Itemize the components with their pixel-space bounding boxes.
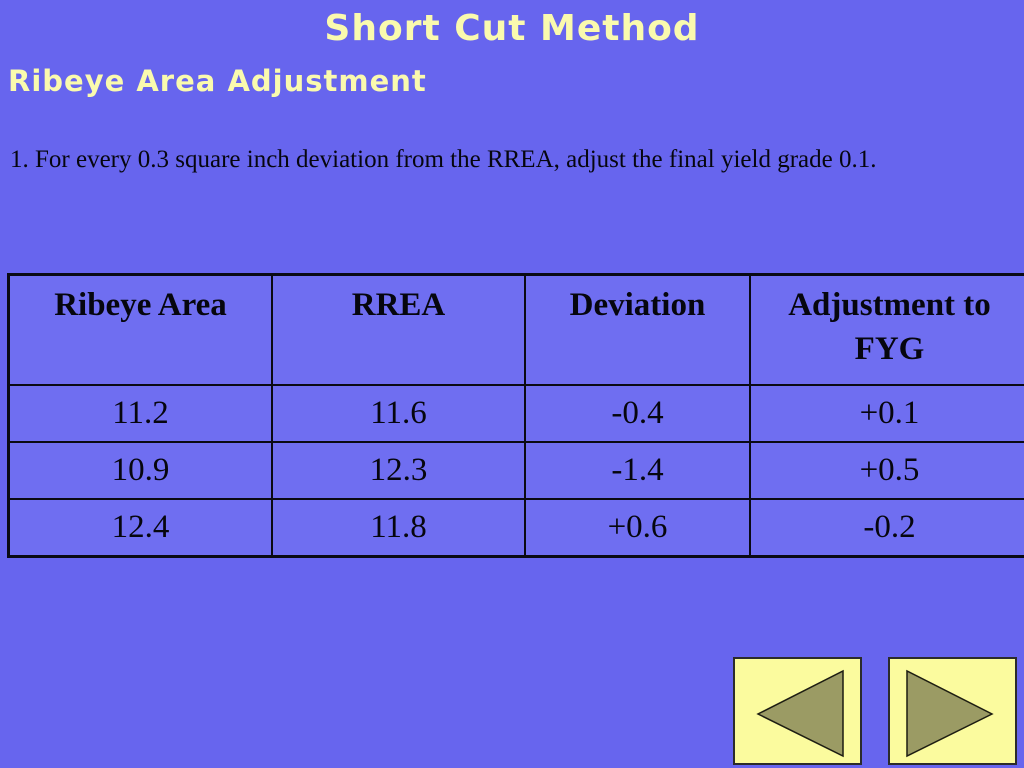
cell-adjustment: +0.1 — [749, 384, 1024, 443]
table-header-row: Ribeye Area RREA Deviation Adjustment to… — [7, 273, 1024, 386]
left-triangle-icon — [756, 669, 844, 758]
cell-rrea: 11.6 — [271, 384, 526, 443]
cell-adjustment: -0.2 — [749, 498, 1024, 558]
instruction-text: 1. For every 0.3 square inch deviation f… — [10, 146, 877, 173]
cell-deviation: -1.4 — [524, 441, 751, 500]
cell-deviation: -0.4 — [524, 384, 751, 443]
next-slide-button[interactable] — [888, 657, 1017, 765]
header-deviation: Deviation — [524, 273, 751, 386]
header-adjustment-to-fyg: Adjustment to FYG — [749, 273, 1024, 386]
cell-ribeye-area: 10.9 — [7, 441, 273, 500]
right-triangle-icon — [906, 669, 994, 758]
cell-ribeye-area: 12.4 — [7, 498, 273, 558]
cell-rrea: 12.3 — [271, 441, 526, 500]
ribeye-adjustment-table: Ribeye Area RREA Deviation Adjustment to… — [7, 273, 1024, 558]
table-row: 10.9 12.3 -1.4 +0.5 — [7, 441, 1024, 500]
header-rrea: RREA — [271, 273, 526, 386]
slide-title: Short Cut Method — [324, 8, 700, 49]
slide-subtitle: Ribeye Area Adjustment — [8, 64, 427, 98]
cell-ribeye-area: 11.2 — [7, 384, 273, 443]
table-row: 11.2 11.6 -0.4 +0.1 — [7, 384, 1024, 443]
table-row: 12.4 11.8 +0.6 -0.2 — [7, 498, 1024, 558]
previous-slide-button[interactable] — [733, 657, 862, 765]
cell-deviation: +0.6 — [524, 498, 751, 558]
cell-rrea: 11.8 — [271, 498, 526, 558]
header-ribeye-area: Ribeye Area — [7, 273, 273, 386]
cell-adjustment: +0.5 — [749, 441, 1024, 500]
